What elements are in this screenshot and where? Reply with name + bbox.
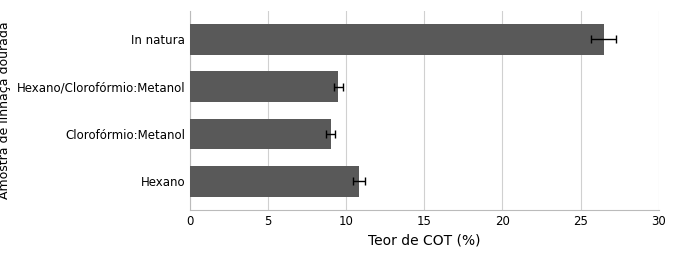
Y-axis label: Amostra de linhaça dourada: Amostra de linhaça dourada (0, 22, 11, 199)
Bar (190, 166, 359, 197)
X-axis label: Teor de COT (%): Teor de COT (%) (368, 233, 481, 247)
Bar (190, 119, 331, 149)
Bar (190, 24, 604, 55)
Bar (190, 71, 338, 102)
